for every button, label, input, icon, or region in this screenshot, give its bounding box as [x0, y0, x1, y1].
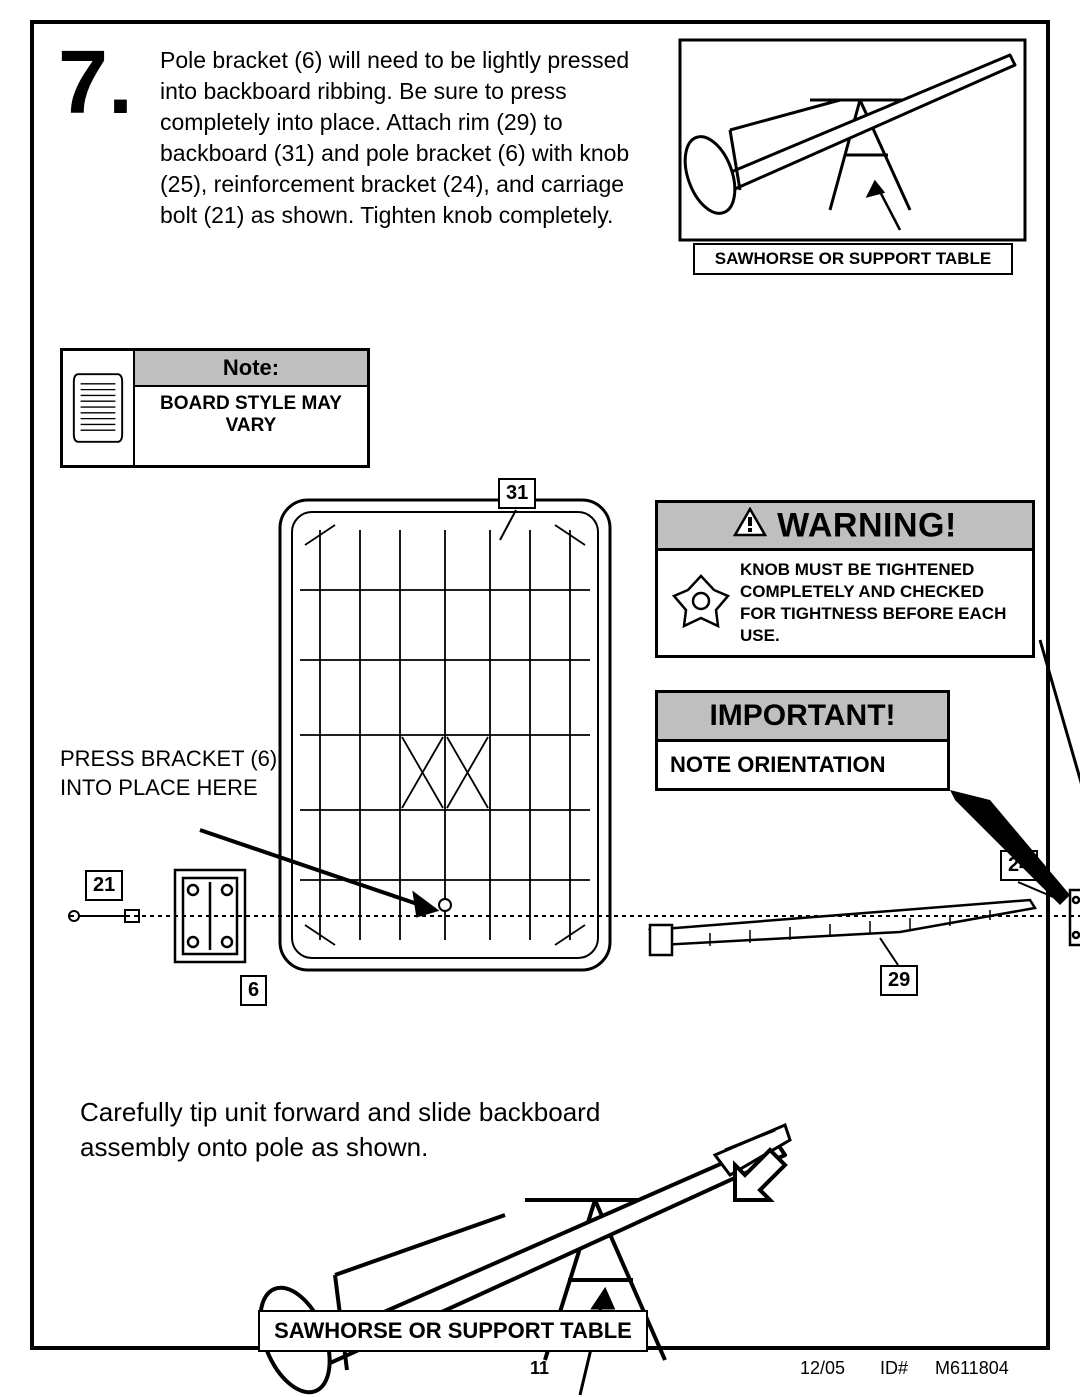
warning-triangle-icon — [733, 507, 767, 537]
callout-29: 29 — [880, 965, 918, 996]
callout-6: 6 — [240, 975, 267, 1006]
note-header: Note: — [135, 351, 367, 387]
sawhorse-label-top: SAWHORSE OR SUPPORT TABLE — [693, 243, 1013, 275]
sawhorse-label-bottom: SAWHORSE OR SUPPORT TABLE — [258, 1310, 648, 1352]
step-instruction: Pole bracket (6) will need to be lightly… — [160, 45, 650, 231]
press-bracket-label: PRESS BRACKET (6) INTO PLACE HERE — [60, 745, 290, 802]
board-icon — [63, 351, 133, 465]
important-body: NOTE ORIENTATION — [658, 742, 947, 788]
warning-header-text: WARNING! — [777, 507, 957, 545]
important-header: IMPORTANT! — [658, 693, 947, 742]
footer-date: 12/05 — [800, 1358, 845, 1379]
callout-31: 31 — [498, 478, 536, 509]
step-number: 7. — [58, 38, 133, 128]
warning-box: WARNING! KNOB MUST BE TIGHTENED COMPLETE… — [655, 500, 1035, 658]
footer-id-label: ID# — [880, 1358, 908, 1379]
knob-icon — [666, 568, 736, 638]
footer-page: 11 — [530, 1358, 549, 1379]
warning-body-text: KNOB MUST BE TIGHTENED COMPLETELY AND CH… — [736, 559, 1024, 647]
callout-21: 21 — [85, 870, 123, 901]
tip-instruction: Carefully tip unit forward and slide bac… — [80, 1095, 610, 1165]
callout-24: 24 — [1000, 850, 1038, 881]
important-box: IMPORTANT! NOTE ORIENTATION — [655, 690, 950, 791]
note-box: Note: BOARD STYLE MAY VARY — [60, 348, 370, 468]
note-body: BOARD STYLE MAY VARY — [135, 387, 367, 443]
footer-id-value: M611804 — [935, 1358, 1009, 1379]
warning-header: WARNING! — [658, 503, 1032, 551]
